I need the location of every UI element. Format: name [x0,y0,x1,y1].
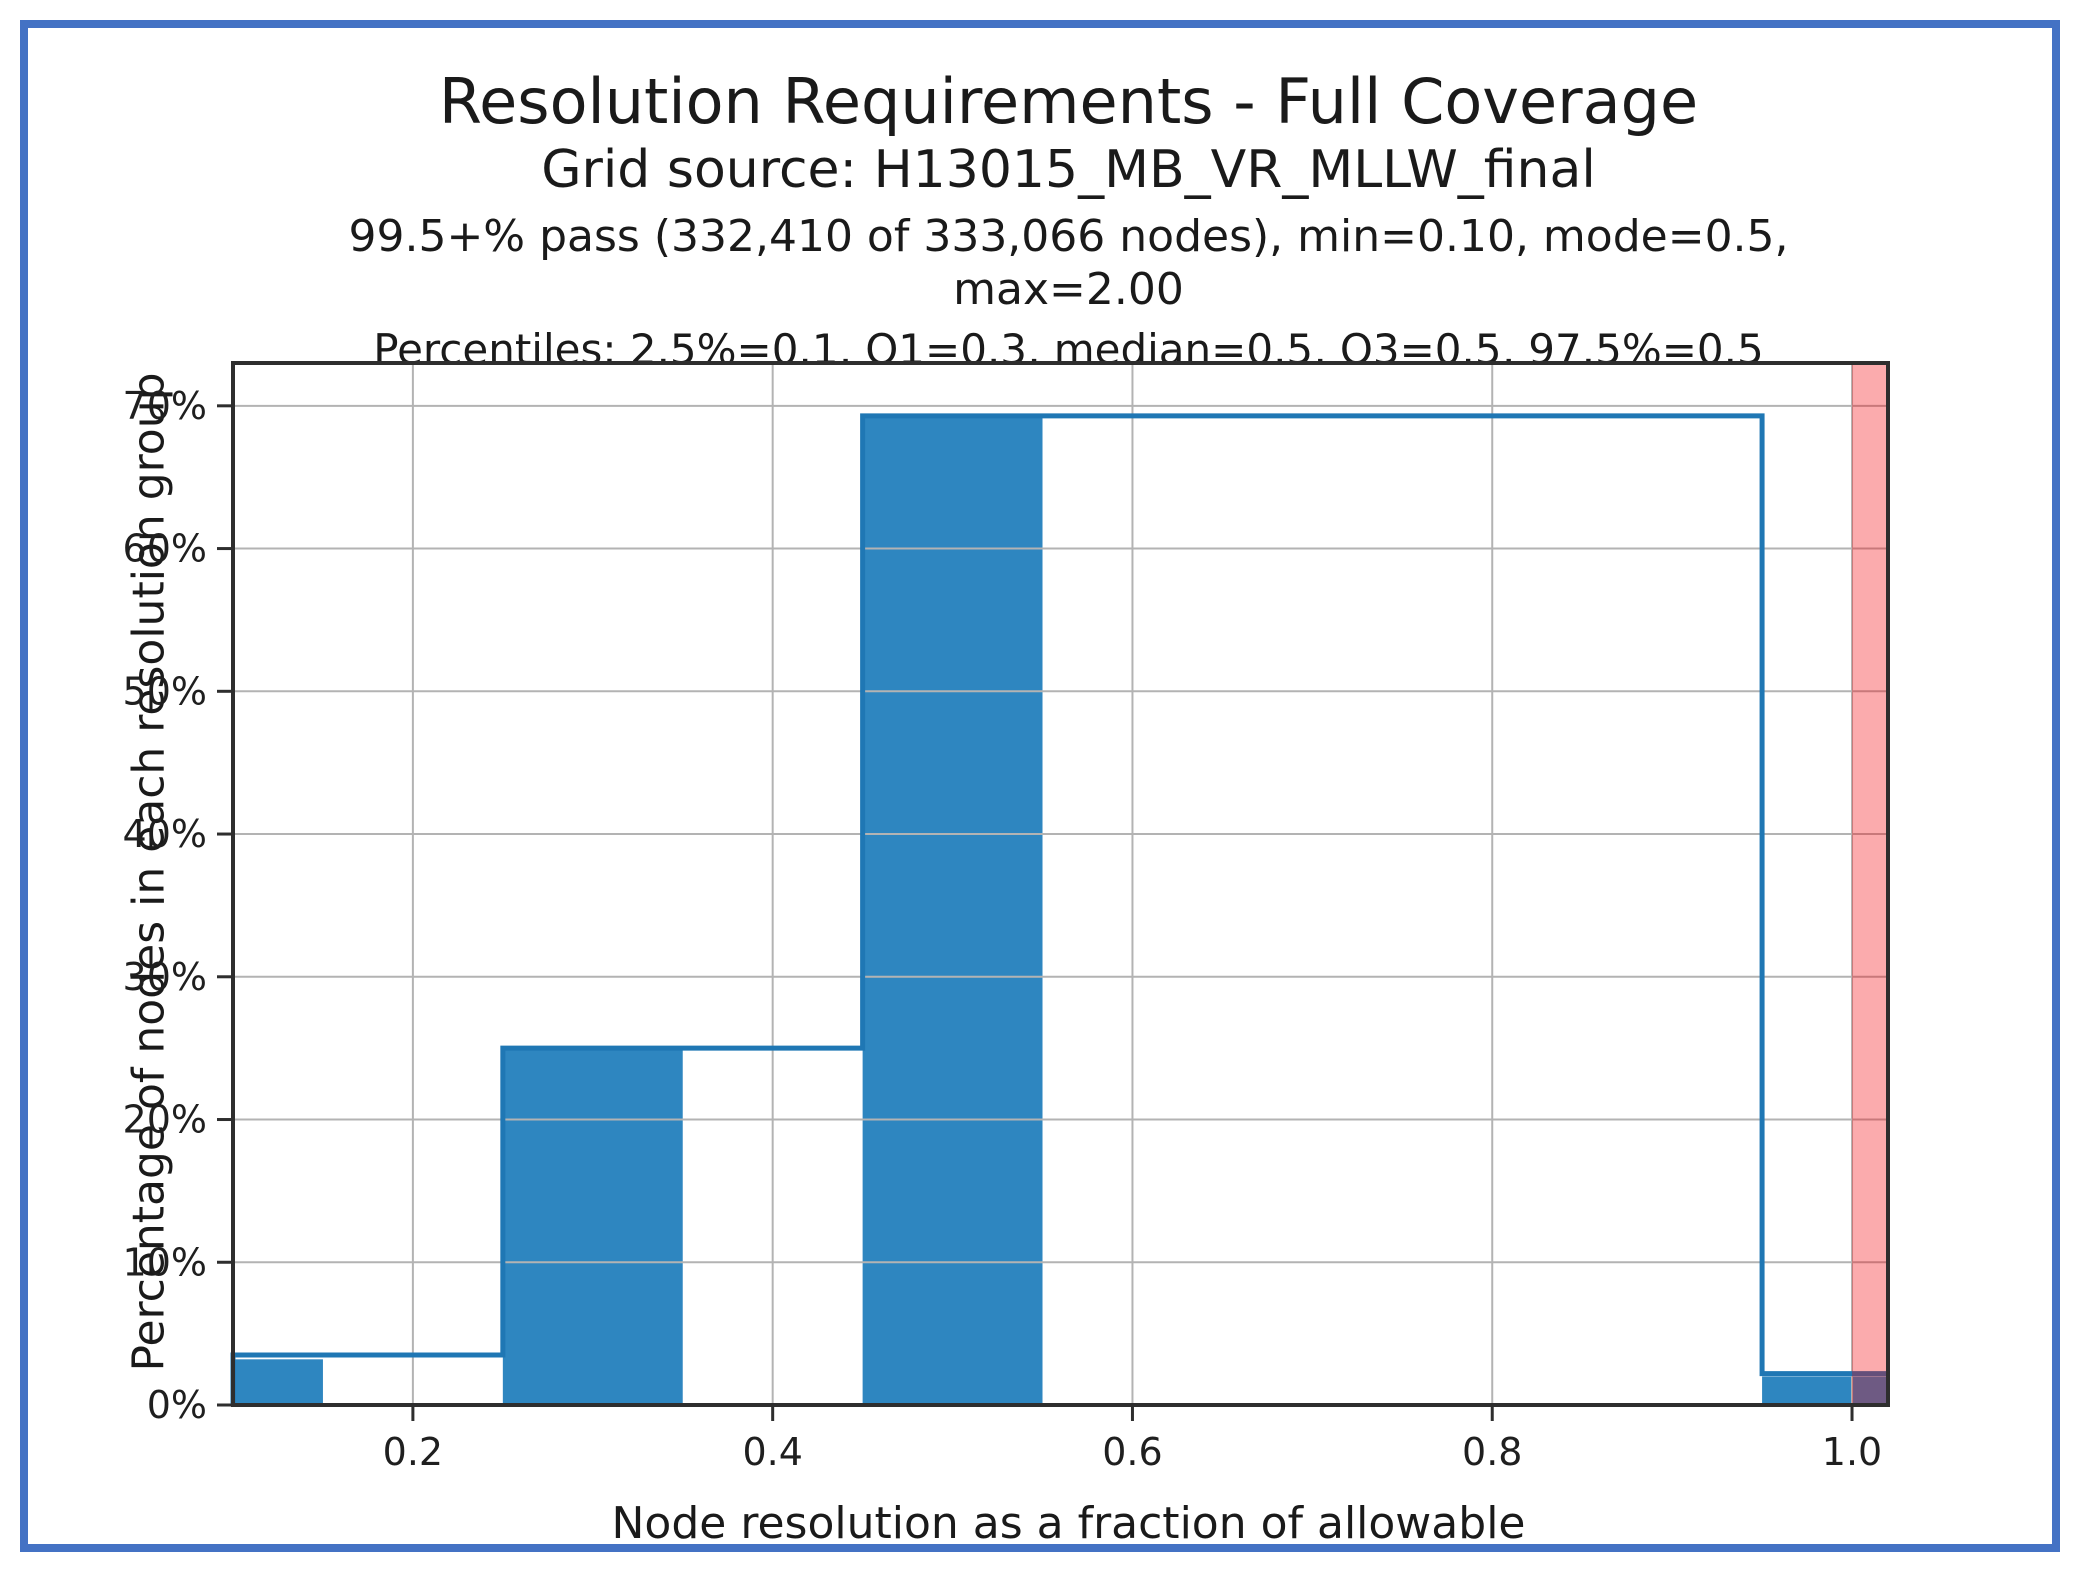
histogram-plot: 0.2 0.4 0.6 0.8 1.0 0% 10% 20% 30% 40% 50% 60% 70% [123,361,1890,1474]
x-tick-label: 1.0 [1822,1430,1882,1474]
figure-frame: Resolution Requirements - Full Coverage … [20,20,2060,1552]
y-tick-label: 30% [123,955,207,999]
y-tick-label: 0% [147,1383,207,1427]
chart-title: Resolution Requirements - Full Coverage [438,65,1699,138]
x-tick-label: 0.6 [1102,1430,1162,1474]
histogram-bar [1762,1376,1888,1405]
plot-background [233,363,1888,1405]
histogram-bar [862,415,1043,1405]
y-tick-label: 40% [123,812,207,856]
x-axis-label: Node resolution as a fraction of allowab… [611,1498,1526,1549]
y-tick-label: 10% [123,1240,207,1284]
x-tick-label: 0.8 [1462,1430,1522,1474]
pass-stats-line: 99.5+% pass (332,410 of 333,066 nodes), … [348,211,1789,315]
fail-band [1852,363,1888,1405]
y-tick-label: 50% [123,669,207,713]
step-outline [230,413,1888,1405]
chart-subtitle: Grid source: H13015_MB_VR_MLLW_final [541,140,1596,201]
y-tick-label: 20% [123,1098,207,1142]
x-tick-label: 0.4 [742,1430,802,1474]
x-tick-label: 0.2 [383,1430,443,1474]
histogram-bar [233,1359,323,1405]
histogram-bar [502,1048,683,1405]
y-tick-label: 70% [123,384,207,428]
y-tick-label: 60% [123,527,207,571]
axes-spines [231,361,1890,1407]
